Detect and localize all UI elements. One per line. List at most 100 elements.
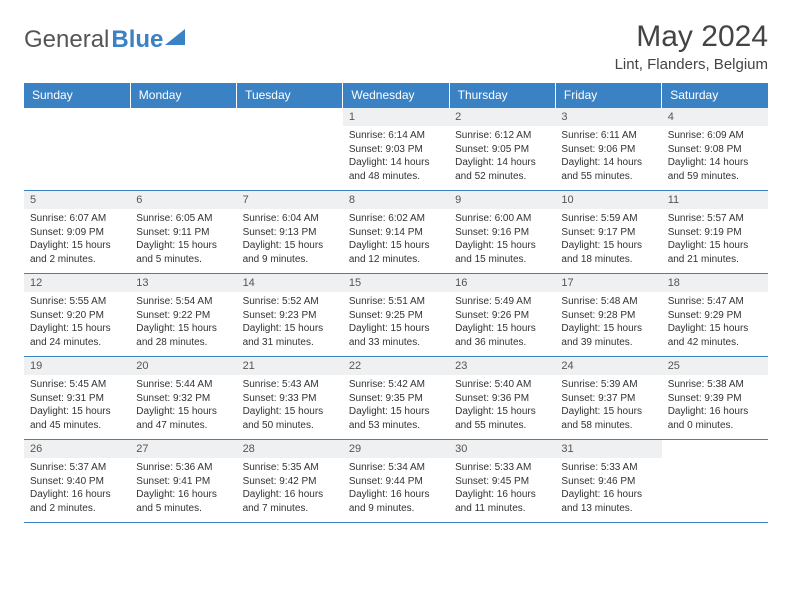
- day-number: 13: [130, 274, 236, 292]
- sunset-text: Sunset: 9:14 PM: [349, 226, 443, 240]
- day-cell: 30Sunrise: 5:33 AMSunset: 9:45 PMDayligh…: [449, 440, 555, 523]
- logo-triangle-icon: [165, 24, 185, 52]
- sunset-text: Sunset: 9:20 PM: [30, 309, 124, 323]
- daylight-text: Daylight: 15 hours and 42 minutes.: [668, 322, 762, 349]
- sunrise-text: Sunrise: 5:33 AM: [561, 461, 655, 475]
- daylight-text: Daylight: 14 hours and 52 minutes.: [455, 156, 549, 183]
- sunset-text: Sunset: 9:26 PM: [455, 309, 549, 323]
- sunrise-text: Sunrise: 6:14 AM: [349, 129, 443, 143]
- sunrise-text: Sunrise: 5:49 AM: [455, 295, 549, 309]
- daylight-text: Daylight: 14 hours and 55 minutes.: [561, 156, 655, 183]
- day-cell: 2Sunrise: 6:12 AMSunset: 9:05 PMDaylight…: [449, 108, 555, 191]
- daylight-text: Daylight: 15 hours and 55 minutes.: [455, 405, 549, 432]
- daylight-text: Daylight: 15 hours and 39 minutes.: [561, 322, 655, 349]
- daylight-text: Daylight: 15 hours and 50 minutes.: [243, 405, 337, 432]
- sunset-text: Sunset: 9:28 PM: [561, 309, 655, 323]
- sunrise-text: Sunrise: 5:43 AM: [243, 378, 337, 392]
- day-number: 26: [24, 440, 130, 458]
- sunrise-text: Sunrise: 5:47 AM: [668, 295, 762, 309]
- daylight-text: Daylight: 15 hours and 58 minutes.: [561, 405, 655, 432]
- daylight-text: Daylight: 15 hours and 53 minutes.: [349, 405, 443, 432]
- day-details: Sunrise: 5:38 AMSunset: 9:39 PMDaylight:…: [662, 375, 768, 436]
- col-monday: Monday: [130, 83, 236, 108]
- day-cell: 5Sunrise: 6:07 AMSunset: 9:09 PMDaylight…: [24, 191, 130, 274]
- sunset-text: Sunset: 9:19 PM: [668, 226, 762, 240]
- sunset-text: Sunset: 9:32 PM: [136, 392, 230, 406]
- sunset-text: Sunset: 9:08 PM: [668, 143, 762, 157]
- sunset-text: Sunset: 9:13 PM: [243, 226, 337, 240]
- sunrise-text: Sunrise: 5:35 AM: [243, 461, 337, 475]
- daylight-text: Daylight: 16 hours and 13 minutes.: [561, 488, 655, 515]
- sunset-text: Sunset: 9:44 PM: [349, 475, 443, 489]
- day-cell: 14Sunrise: 5:52 AMSunset: 9:23 PMDayligh…: [237, 274, 343, 357]
- day-details: Sunrise: 5:57 AMSunset: 9:19 PMDaylight:…: [662, 209, 768, 270]
- day-cell: 17Sunrise: 5:48 AMSunset: 9:28 PMDayligh…: [555, 274, 661, 357]
- daylight-text: Daylight: 16 hours and 9 minutes.: [349, 488, 443, 515]
- sunset-text: Sunset: 9:35 PM: [349, 392, 443, 406]
- day-cell: 11Sunrise: 5:57 AMSunset: 9:19 PMDayligh…: [662, 191, 768, 274]
- day-number: 11: [662, 191, 768, 209]
- col-sunday: Sunday: [24, 83, 130, 108]
- day-number: 31: [555, 440, 661, 458]
- day-cell: 19Sunrise: 5:45 AMSunset: 9:31 PMDayligh…: [24, 357, 130, 440]
- day-cell: 24Sunrise: 5:39 AMSunset: 9:37 PMDayligh…: [555, 357, 661, 440]
- daylight-text: Daylight: 14 hours and 48 minutes.: [349, 156, 443, 183]
- day-cell: ..: [237, 108, 343, 191]
- day-number: 8: [343, 191, 449, 209]
- sunset-text: Sunset: 9:40 PM: [30, 475, 124, 489]
- day-details: Sunrise: 5:37 AMSunset: 9:40 PMDaylight:…: [24, 458, 130, 519]
- day-details: Sunrise: 5:59 AMSunset: 9:17 PMDaylight:…: [555, 209, 661, 270]
- sunrise-text: Sunrise: 5:38 AM: [668, 378, 762, 392]
- sunrise-text: Sunrise: 5:54 AM: [136, 295, 230, 309]
- daylight-text: Daylight: 16 hours and 2 minutes.: [30, 488, 124, 515]
- daylight-text: Daylight: 15 hours and 12 minutes.: [349, 239, 443, 266]
- day-cell: ..: [24, 108, 130, 191]
- day-number: 14: [237, 274, 343, 292]
- day-details: Sunrise: 5:34 AMSunset: 9:44 PMDaylight:…: [343, 458, 449, 519]
- day-cell: 3Sunrise: 6:11 AMSunset: 9:06 PMDaylight…: [555, 108, 661, 191]
- day-number: 2: [449, 108, 555, 126]
- day-cell: 23Sunrise: 5:40 AMSunset: 9:36 PMDayligh…: [449, 357, 555, 440]
- day-cell: ..: [130, 108, 236, 191]
- day-details: Sunrise: 6:02 AMSunset: 9:14 PMDaylight:…: [343, 209, 449, 270]
- col-thursday: Thursday: [449, 83, 555, 108]
- day-cell: 26Sunrise: 5:37 AMSunset: 9:40 PMDayligh…: [24, 440, 130, 523]
- daylight-text: Daylight: 15 hours and 33 minutes.: [349, 322, 443, 349]
- sunrise-text: Sunrise: 5:33 AM: [455, 461, 549, 475]
- day-number: 6: [130, 191, 236, 209]
- brand-text-1: General: [24, 26, 109, 54]
- sunrise-text: Sunrise: 5:39 AM: [561, 378, 655, 392]
- day-details: Sunrise: 6:14 AMSunset: 9:03 PMDaylight:…: [343, 126, 449, 187]
- daylight-text: Daylight: 16 hours and 11 minutes.: [455, 488, 549, 515]
- day-details: Sunrise: 5:51 AMSunset: 9:25 PMDaylight:…: [343, 292, 449, 353]
- sunset-text: Sunset: 9:37 PM: [561, 392, 655, 406]
- day-number: 5: [24, 191, 130, 209]
- sunset-text: Sunset: 9:17 PM: [561, 226, 655, 240]
- sunset-text: Sunset: 9:41 PM: [136, 475, 230, 489]
- day-details: Sunrise: 5:33 AMSunset: 9:45 PMDaylight:…: [449, 458, 555, 519]
- sunrise-text: Sunrise: 5:57 AM: [668, 212, 762, 226]
- day-details: Sunrise: 6:04 AMSunset: 9:13 PMDaylight:…: [237, 209, 343, 270]
- week-row: 5Sunrise: 6:07 AMSunset: 9:09 PMDaylight…: [24, 191, 768, 274]
- day-details: Sunrise: 5:36 AMSunset: 9:41 PMDaylight:…: [130, 458, 236, 519]
- day-number: 12: [24, 274, 130, 292]
- day-details: Sunrise: 5:55 AMSunset: 9:20 PMDaylight:…: [24, 292, 130, 353]
- sunset-text: Sunset: 9:23 PM: [243, 309, 337, 323]
- daylight-text: Daylight: 15 hours and 47 minutes.: [136, 405, 230, 432]
- month-title: May 2024: [615, 20, 768, 54]
- sunset-text: Sunset: 9:33 PM: [243, 392, 337, 406]
- day-cell: 4Sunrise: 6:09 AMSunset: 9:08 PMDaylight…: [662, 108, 768, 191]
- day-number: 3: [555, 108, 661, 126]
- sunrise-text: Sunrise: 5:51 AM: [349, 295, 443, 309]
- brand-text-2: Blue: [111, 26, 163, 54]
- day-details: Sunrise: 5:43 AMSunset: 9:33 PMDaylight:…: [237, 375, 343, 436]
- daylight-text: Daylight: 15 hours and 9 minutes.: [243, 239, 337, 266]
- title-block: May 2024 Lint, Flanders, Belgium: [615, 20, 768, 73]
- week-row: 12Sunrise: 5:55 AMSunset: 9:20 PMDayligh…: [24, 274, 768, 357]
- day-details: Sunrise: 6:07 AMSunset: 9:09 PMDaylight:…: [24, 209, 130, 270]
- sunrise-text: Sunrise: 6:00 AM: [455, 212, 549, 226]
- day-details: Sunrise: 5:45 AMSunset: 9:31 PMDaylight:…: [24, 375, 130, 436]
- sunrise-text: Sunrise: 5:36 AM: [136, 461, 230, 475]
- day-cell: 31Sunrise: 5:33 AMSunset: 9:46 PMDayligh…: [555, 440, 661, 523]
- day-cell: 12Sunrise: 5:55 AMSunset: 9:20 PMDayligh…: [24, 274, 130, 357]
